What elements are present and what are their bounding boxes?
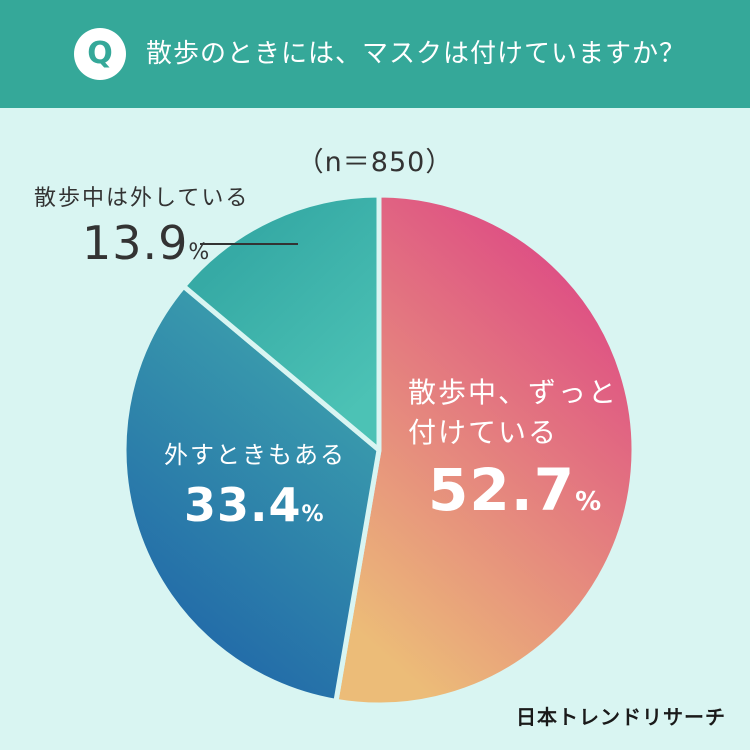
slice-3-value: 13.9 (82, 216, 189, 270)
slice-1-value-label: 52.7% (428, 456, 601, 524)
slice-2-pct-sign: % (301, 502, 324, 527)
pie-slice-3 (181, 192, 382, 453)
slice-1-pct-sign: % (575, 487, 602, 517)
question-header: Q 散歩のときには、マスクは付けていますか？ (0, 0, 750, 108)
sample-size: （n＝850） (296, 147, 454, 178)
question-text: 散歩のときには、マスクは付けていますか？ (146, 39, 687, 69)
slice-3-label: 散歩中は外している (34, 186, 250, 211)
slice-2-label: 外すときもある (164, 441, 346, 469)
slice-3-value-label: 13.9% (82, 216, 209, 270)
pie-slice-2 (121, 283, 382, 704)
slice-1-value: 52.7 (428, 456, 576, 524)
slice-3-pct-sign: % (188, 240, 210, 265)
slice-1-label-line1: 散歩中、ずっと (408, 376, 619, 409)
slice-3-leader-line (200, 243, 298, 245)
slice-2-value: 33.4 (184, 478, 302, 532)
brand-logo: 日本トレンドリサーチ (516, 705, 726, 729)
pie-slice-1 (333, 192, 637, 708)
slice-1-label-line2: 付けている (408, 416, 559, 449)
q-badge-icon: Q (74, 28, 126, 80)
slice-2-value-label: 33.4% (184, 478, 324, 532)
